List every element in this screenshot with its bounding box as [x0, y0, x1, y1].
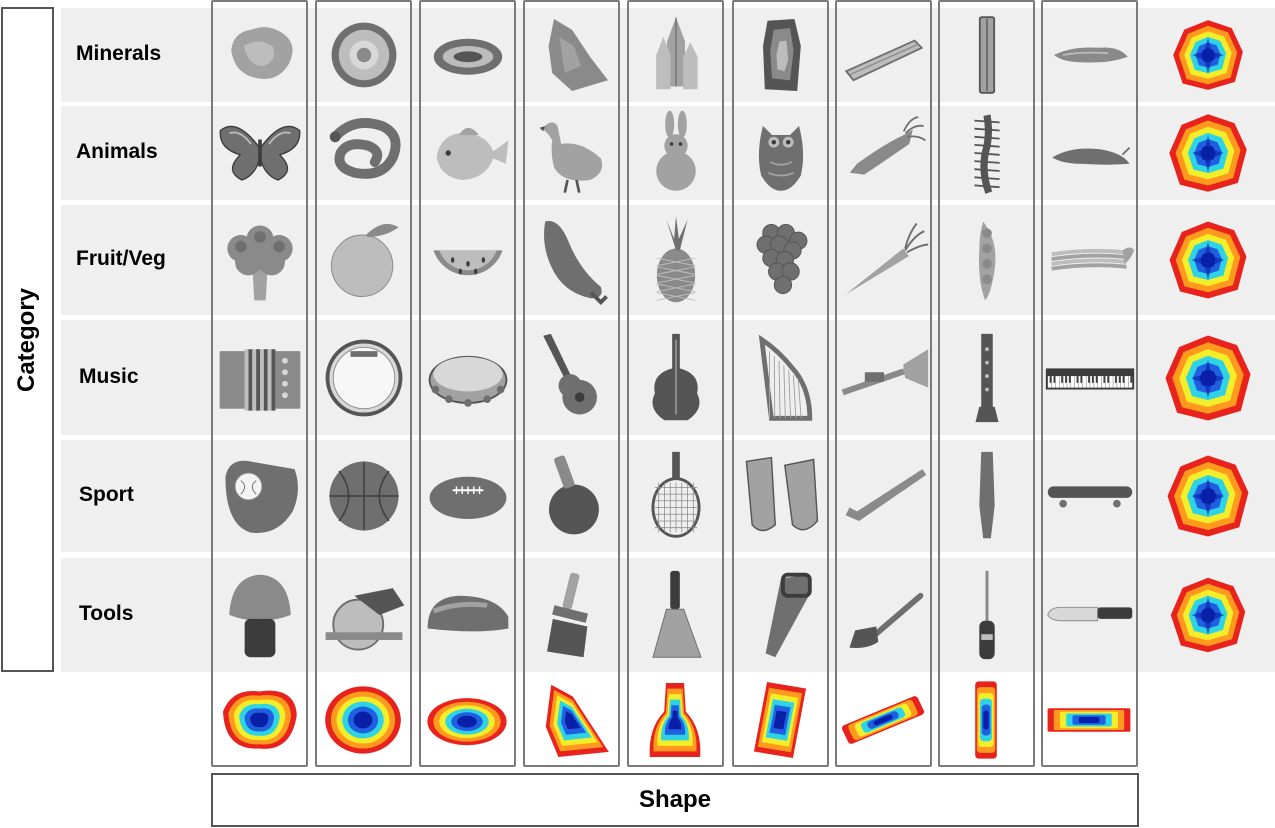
squid-image [839, 108, 929, 198]
pineapple-image [628, 212, 724, 308]
agate-slice-image [736, 10, 826, 100]
hand-saw-image [733, 567, 829, 663]
harp-image [733, 330, 829, 426]
shape-heatmap-vertical-bar [941, 678, 1031, 762]
owl-image [736, 108, 826, 198]
spatula-image [628, 567, 724, 663]
orange-image [316, 212, 412, 308]
shape-heatmap-round [318, 678, 408, 762]
geode-slice-image [423, 10, 513, 100]
goose-image [527, 108, 617, 198]
shape-axis-label: Shape [638, 786, 712, 813]
row-label: Fruit/Veg [76, 247, 166, 270]
trumpet-image [836, 330, 932, 426]
circular-saw-image [316, 567, 412, 663]
drum-image [316, 330, 412, 426]
category-heatmap-tools [1162, 569, 1254, 661]
category-heatmap-minerals [1164, 11, 1252, 99]
category-heatmap-sport [1162, 450, 1254, 542]
category-axis-label: Category [13, 287, 41, 392]
butterfly-image [215, 108, 305, 198]
flat-stone-image [1045, 10, 1135, 100]
slug-image [1045, 108, 1135, 198]
american-football-image [420, 448, 516, 544]
pepper-image [524, 212, 620, 308]
row-label: Animals [76, 140, 158, 163]
skateboard-image [1042, 448, 1138, 544]
shape-heatmap-blob [214, 678, 304, 762]
rabbit-image [631, 108, 721, 198]
celery-image [1042, 212, 1138, 308]
category-heatmap-fruit-veg [1162, 214, 1254, 306]
shape-heatmap-oval [422, 678, 512, 762]
tennis-racket-image [628, 448, 724, 544]
clarinet-image [939, 330, 1035, 426]
row-label: Minerals [76, 42, 162, 65]
row-label: Music [79, 364, 139, 388]
rock-image [215, 10, 305, 100]
fish-image [423, 108, 513, 198]
snake-image [319, 108, 409, 198]
shape-heatmap-tilted-rect [735, 678, 825, 762]
shape-axis-box: Shape [211, 773, 1139, 827]
category-heatmap-animals [1164, 109, 1252, 197]
swim-fins-image [733, 448, 829, 544]
row-label: Tools [79, 602, 134, 625]
hockey-stick-image [836, 448, 932, 544]
category-heatmap-music [1162, 332, 1254, 424]
ping-pong-paddle-image [524, 448, 620, 544]
carrot-image [836, 212, 932, 308]
geode-image [319, 10, 409, 100]
pea-pod-image [939, 212, 1035, 308]
basketball-image [316, 448, 412, 544]
baseball-glove-image [212, 448, 308, 544]
category-axis-box: Category [1, 7, 54, 672]
shape-heatmap-diagonal-bar [838, 678, 928, 762]
row-label: Sport [79, 483, 134, 506]
accordion-image [212, 330, 308, 426]
shape-heatmap-horizontal-bar [1044, 678, 1134, 762]
broccoli-image [212, 212, 308, 308]
kitchen-knife-image [1042, 567, 1138, 663]
rock-shard-image [527, 10, 617, 100]
grapes-image [733, 212, 829, 308]
hammer-image [836, 567, 932, 663]
watermelon-slice-image [420, 212, 516, 308]
tambourine-image [420, 330, 516, 426]
guitar-image [524, 330, 620, 426]
shaving-brush-image [212, 567, 308, 663]
tourmaline-crystal-image [942, 10, 1032, 100]
screwdriver-image [939, 567, 1035, 663]
quartz-rod-image [839, 10, 929, 100]
paint-brush-image [524, 567, 620, 663]
double-bass-image [628, 330, 724, 426]
stapler-image [420, 567, 516, 663]
quartz-crystal-image [631, 10, 721, 100]
centipede-image [942, 108, 1032, 198]
baseball-bat-image [939, 448, 1035, 544]
shape-heatmap-bottle [630, 678, 720, 762]
shape-heatmap-diagonal-shard [526, 678, 616, 762]
keyboard-image [1042, 330, 1138, 426]
